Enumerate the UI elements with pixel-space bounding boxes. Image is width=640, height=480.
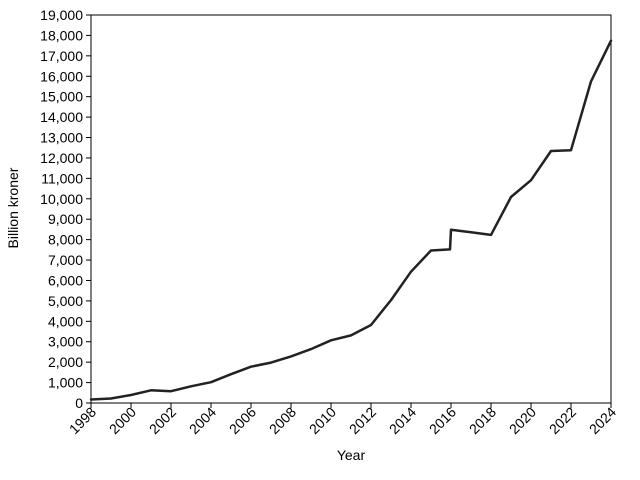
y-tick-label: 17,000 bbox=[40, 48, 83, 64]
y-tick-label: 9,000 bbox=[48, 211, 83, 227]
x-tick-label: 2014 bbox=[386, 404, 419, 437]
y-tick-label: 1,000 bbox=[48, 375, 83, 391]
x-tick-label: 2024 bbox=[586, 404, 619, 437]
series-line bbox=[89, 39, 613, 401]
y-tick-label: 8,000 bbox=[48, 232, 83, 248]
x-tick-label: 1998 bbox=[66, 404, 99, 437]
x-tick-label: 2022 bbox=[546, 404, 579, 437]
y-tick-label: 0 bbox=[75, 395, 83, 411]
y-tick-label: 13,000 bbox=[40, 130, 83, 146]
y-tick-label: 2,000 bbox=[48, 354, 83, 370]
x-tick-label: 2002 bbox=[146, 404, 179, 437]
y-tick-label: 12,000 bbox=[40, 150, 83, 166]
y-tick-label: 18,000 bbox=[40, 27, 83, 43]
y-tick-label: 3,000 bbox=[48, 334, 83, 350]
x-tick-label: 2000 bbox=[106, 404, 139, 437]
y-tick-label: 11,000 bbox=[41, 170, 83, 186]
y-axis-label: Billion kroner bbox=[5, 167, 21, 248]
y-tick-label: 4,000 bbox=[48, 313, 83, 329]
y-tick-label: 7,000 bbox=[48, 252, 83, 268]
x-tick-label: 2012 bbox=[346, 404, 379, 437]
x-axis-label: Year bbox=[337, 447, 366, 463]
x-tick-label: 2004 bbox=[186, 404, 219, 437]
x-tick-label: 2006 bbox=[226, 404, 259, 437]
x-tick-label: 2010 bbox=[306, 404, 339, 437]
y-tick-label: 10,000 bbox=[40, 191, 83, 207]
y-tick-label: 15,000 bbox=[40, 89, 83, 105]
y-tick-label: 5,000 bbox=[48, 293, 83, 309]
y-tick-label: 19,000 bbox=[40, 7, 83, 23]
x-tick-label: 2008 bbox=[266, 404, 299, 437]
x-tick-label: 2018 bbox=[466, 404, 499, 437]
y-tick-label: 16,000 bbox=[40, 68, 83, 84]
y-tick-label: 14,000 bbox=[40, 109, 83, 125]
y-tick-label: 6,000 bbox=[48, 272, 83, 288]
plot-frame bbox=[90, 14, 612, 404]
x-tick-label: 2020 bbox=[506, 404, 539, 437]
x-tick-label: 2016 bbox=[426, 404, 459, 437]
